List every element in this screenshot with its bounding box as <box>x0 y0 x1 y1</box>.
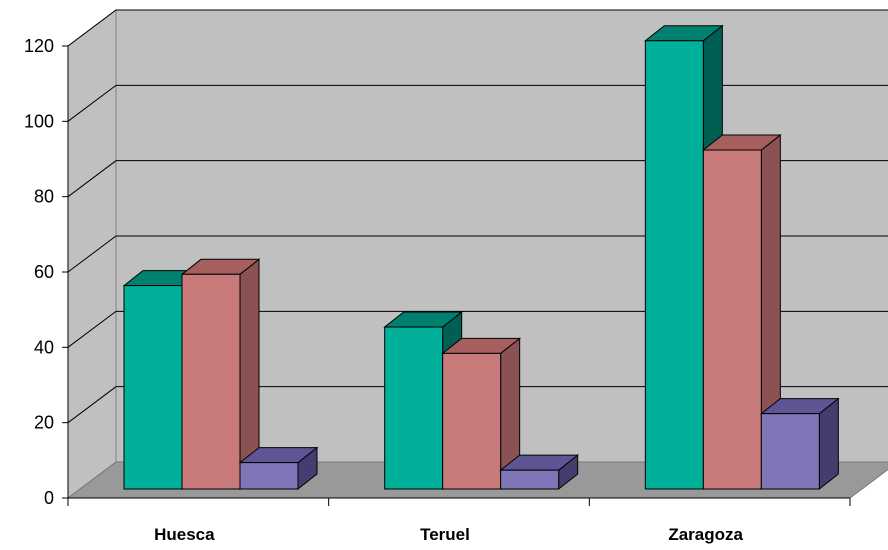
bar-front <box>500 469 560 490</box>
bar-front <box>702 149 762 490</box>
y-tick-label: 40 <box>34 337 54 357</box>
bar <box>441 337 522 491</box>
bar-front <box>644 40 704 490</box>
bar-front <box>760 413 820 490</box>
bar-side <box>818 397 839 491</box>
y-tick-label: 100 <box>24 111 54 131</box>
bar <box>499 454 580 491</box>
bars <box>122 24 840 491</box>
axes <box>62 45 851 506</box>
bar <box>180 258 261 491</box>
axis-labels: 0 20 40 60 80 100 120 Huesca Teruel Zaragoza <box>24 36 744 544</box>
y-tick-label: 80 <box>34 187 54 207</box>
y-tick-label: 60 <box>34 262 54 282</box>
y-tick-label: 20 <box>34 413 54 433</box>
bar-front <box>123 285 183 490</box>
bar-front <box>384 326 444 490</box>
bar-front <box>181 273 241 490</box>
x-category-label: Teruel <box>420 525 470 544</box>
gridlines <box>67 9 888 424</box>
gridline <box>67 235 888 273</box>
gridline <box>67 84 888 122</box>
y-tick-label: 0 <box>44 488 54 508</box>
bar <box>238 446 319 491</box>
gridline <box>67 9 888 47</box>
bar <box>759 397 840 491</box>
x-category-label: Zaragoza <box>668 525 743 544</box>
x-category-label: Huesca <box>154 525 215 544</box>
y-tick-label: 120 <box>24 36 54 56</box>
bar <box>701 133 782 491</box>
bar-front <box>239 462 299 490</box>
gridline <box>67 310 888 348</box>
bar-front <box>442 352 502 490</box>
gridline <box>67 386 888 424</box>
gridline <box>67 160 888 198</box>
